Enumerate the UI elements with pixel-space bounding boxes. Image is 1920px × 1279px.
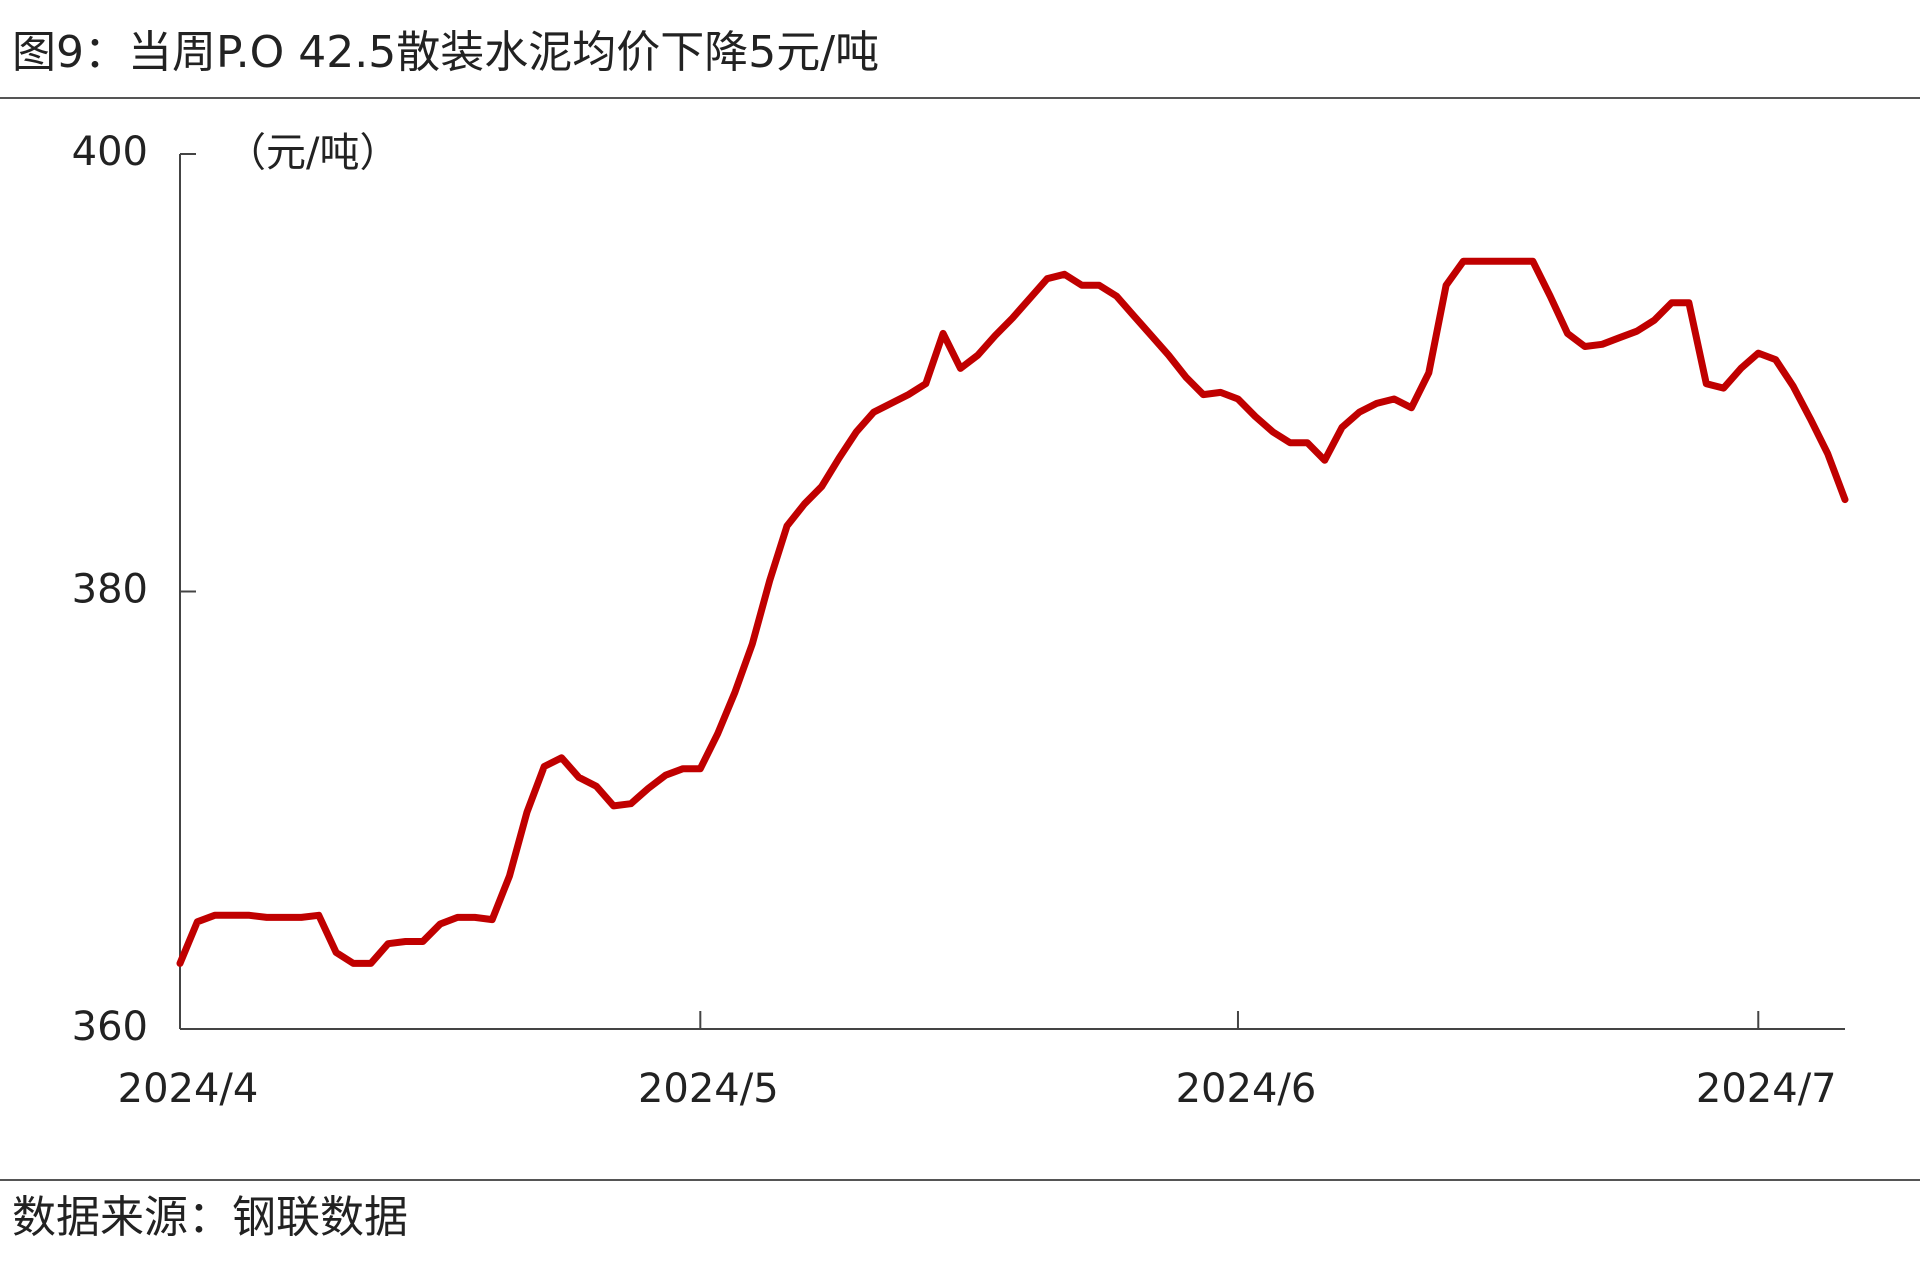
x-tick-label: 2024/4 (118, 1066, 259, 1112)
x-tick-label: 2024/7 (1696, 1066, 1837, 1112)
source-note: 数据来源：钢联数据 (12, 1192, 408, 1243)
x-tick-label: 2024/6 (1176, 1066, 1317, 1112)
chart-title: 图9：当周P.O 42.5散装水泥均价下降5元/吨 (12, 27, 879, 78)
y-tick-label: 380 (72, 567, 148, 613)
data-line (176, 257, 1849, 967)
x-tick-label: 2024/5 (638, 1066, 779, 1112)
y-axis-label: （元/吨） (226, 130, 399, 176)
y-tick-label: 400 (72, 129, 148, 175)
y-tick-label: 360 (72, 1004, 148, 1050)
